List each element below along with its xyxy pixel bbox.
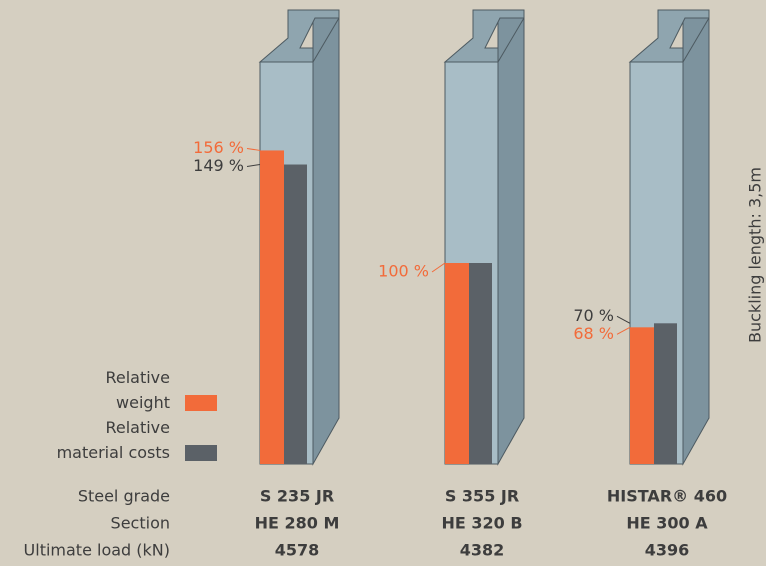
category-label: S 235 JR	[260, 487, 334, 506]
legend-label: Relative material costs	[57, 418, 170, 462]
bar	[284, 164, 307, 464]
row-value: HE 320 B	[441, 514, 522, 533]
value-label: 70 %	[573, 306, 614, 325]
legend-swatch	[185, 445, 217, 461]
value-label: 156 %	[193, 138, 244, 157]
row-label: Section	[111, 514, 170, 533]
beam-top	[443, 9, 525, 63]
label-leader	[616, 315, 631, 324]
value-label: 68 %	[573, 324, 614, 343]
beam-flange	[682, 16, 710, 466]
bar	[469, 263, 492, 464]
label-leader	[246, 164, 261, 167]
row-value: HE 280 M	[255, 514, 340, 533]
annotation: Buckling length: 3,5m	[746, 167, 765, 343]
row-label: Steel grade	[78, 487, 170, 506]
category-label: HISTAR® 460	[607, 487, 727, 506]
label-leader	[616, 326, 631, 335]
category-label: S 355 JR	[445, 487, 519, 506]
row-value: 4578	[275, 541, 320, 560]
value-label: 100 %	[378, 262, 429, 281]
row-value: 4382	[460, 541, 505, 560]
value-label: 149 %	[193, 156, 244, 175]
beam-top	[628, 9, 710, 63]
label-leader	[431, 262, 446, 273]
bar	[630, 327, 654, 464]
bar	[260, 150, 284, 464]
legend-swatch	[185, 395, 217, 411]
row-value: 4396	[645, 541, 690, 560]
beam-flange	[497, 16, 525, 466]
row-value: HE 300 A	[626, 514, 708, 533]
bar	[445, 263, 469, 464]
beam-top	[258, 9, 340, 63]
bar	[654, 323, 677, 464]
beam-flange	[312, 16, 340, 466]
row-label: Ultimate load (kN)	[24, 541, 170, 560]
label-leader	[246, 147, 261, 151]
legend-label: Relative weight	[105, 368, 170, 412]
